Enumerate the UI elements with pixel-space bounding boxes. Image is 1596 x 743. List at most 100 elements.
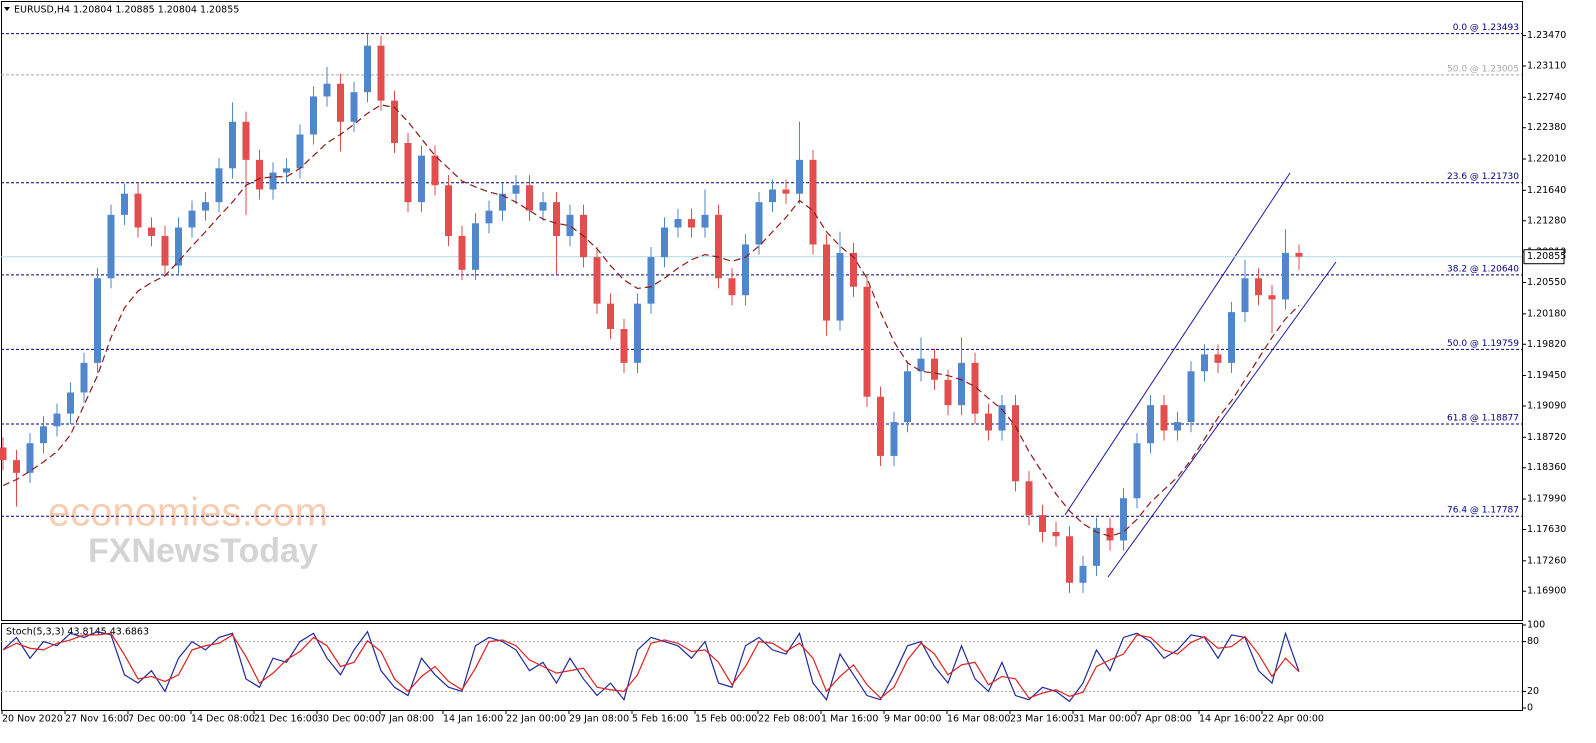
candle-body bbox=[1025, 481, 1033, 516]
candle-body bbox=[553, 202, 560, 236]
candle-body bbox=[1120, 498, 1127, 541]
y-tick-label: 1.23470 bbox=[1527, 30, 1566, 41]
candle-body bbox=[1039, 515, 1046, 533]
menu-arrow[interactable] bbox=[4, 7, 10, 11]
candle-body bbox=[877, 396, 884, 456]
y-tick-label: 1.16900 bbox=[1527, 586, 1566, 597]
candle-body bbox=[40, 426, 47, 444]
candle-body bbox=[337, 83, 344, 122]
candle-body bbox=[1174, 422, 1181, 431]
candle-body bbox=[715, 214, 722, 279]
candle-body bbox=[917, 358, 925, 372]
candle-body bbox=[229, 121, 236, 169]
y-tick-label: 1.18720 bbox=[1527, 432, 1566, 443]
candle-body bbox=[836, 252, 844, 321]
x-tick-label: 16 Mar 08:00 bbox=[947, 714, 1010, 725]
candle-body bbox=[742, 244, 749, 296]
main-frame bbox=[1, 1, 1523, 621]
candle-body bbox=[242, 121, 250, 160]
candle-body bbox=[364, 45, 371, 93]
fib-label: 38.2 @ 1.20640 bbox=[1447, 264, 1519, 274]
candle-body bbox=[674, 219, 682, 228]
y-tick-label: 0 bbox=[1527, 703, 1533, 714]
candle-body bbox=[1228, 312, 1235, 363]
stoch-frame bbox=[1, 623, 1523, 711]
candle-body bbox=[26, 443, 34, 473]
candle-body bbox=[1187, 371, 1195, 423]
candle-body bbox=[782, 189, 790, 194]
candle-body bbox=[593, 257, 601, 304]
candle-body bbox=[647, 257, 655, 304]
y-tick-label: 1.22380 bbox=[1527, 122, 1566, 133]
x-tick-label: 27 Nov 16:00 bbox=[65, 714, 129, 725]
candle-body bbox=[566, 214, 574, 236]
candle-body bbox=[607, 303, 614, 330]
x-tick-label: 14 Dec 08:00 bbox=[191, 714, 255, 725]
candle-body bbox=[1214, 354, 1222, 363]
candle-body bbox=[161, 235, 169, 266]
price-label: 1.20855 bbox=[1527, 251, 1566, 262]
candle-body bbox=[701, 214, 709, 228]
y-tick-label: 1.19820 bbox=[1527, 339, 1566, 350]
candle-body bbox=[202, 202, 209, 211]
candle-body bbox=[688, 219, 695, 228]
candle-body bbox=[1160, 405, 1168, 431]
candle-body bbox=[350, 92, 358, 122]
y-tick-label: 1.20180 bbox=[1527, 308, 1566, 319]
candle-body bbox=[458, 235, 466, 270]
candle-body bbox=[931, 358, 938, 380]
x-tick-label: 15 Feb 00:00 bbox=[695, 714, 757, 725]
x-tick-label: 7 Apr 08:00 bbox=[1136, 714, 1192, 725]
x-tick-label: 22 Feb 08:00 bbox=[758, 714, 820, 725]
candle-body bbox=[850, 252, 857, 287]
stoch-line bbox=[2, 630, 1300, 703]
candle-body bbox=[661, 227, 668, 258]
y-tick-label: 1.17260 bbox=[1527, 555, 1566, 566]
candle-body bbox=[1066, 536, 1073, 583]
x-tick-label: 14 Apr 16:00 bbox=[1199, 714, 1261, 725]
y-tick-label: 1.22740 bbox=[1527, 92, 1566, 103]
x-tick-label: 1 Mar 16:00 bbox=[821, 714, 878, 725]
candle-body bbox=[67, 392, 74, 414]
x-tick-label: 31 Mar 00:00 bbox=[1073, 714, 1136, 725]
x-tick-label: 5 Feb 16:00 bbox=[632, 714, 688, 725]
candle-body bbox=[728, 278, 736, 296]
candle-body bbox=[634, 303, 641, 363]
candle-body bbox=[769, 189, 776, 203]
candle-body bbox=[121, 193, 128, 215]
candle-body bbox=[175, 227, 182, 266]
x-tick-label: 30 Dec 00:00 bbox=[317, 714, 381, 725]
candle-body bbox=[809, 159, 817, 245]
candle-body bbox=[526, 185, 533, 211]
candle-body bbox=[404, 142, 412, 203]
y-tick-label: 1.23110 bbox=[1527, 60, 1566, 71]
candle-body bbox=[445, 185, 452, 236]
candle-body bbox=[188, 210, 196, 228]
candle-body bbox=[1079, 565, 1087, 583]
candle-body bbox=[539, 202, 547, 211]
watermark: economies.com bbox=[48, 491, 328, 535]
candle-body bbox=[944, 379, 952, 406]
candle-body bbox=[1147, 405, 1154, 444]
y-tick-label: 1.22010 bbox=[1527, 154, 1566, 165]
y-tick-label: 1.18360 bbox=[1527, 462, 1566, 473]
y-tick-label: 1.20550 bbox=[1527, 277, 1566, 288]
candle-body bbox=[863, 286, 871, 397]
x-tick-label: 29 Jan 08:00 bbox=[569, 714, 629, 725]
candle-body bbox=[391, 100, 398, 143]
y-tick-label: 1.21640 bbox=[1527, 185, 1566, 196]
candle-body bbox=[512, 185, 520, 194]
candle-body bbox=[1093, 527, 1100, 566]
candle-body bbox=[755, 202, 763, 245]
candle-body bbox=[1282, 252, 1289, 300]
candle-body bbox=[958, 362, 965, 406]
candle-body bbox=[971, 362, 979, 414]
x-tick-label: 21 Dec 16:00 bbox=[254, 714, 318, 725]
symbol-header: EURUSD,H4 1.20804 1.20885 1.20804 1.2085… bbox=[14, 5, 239, 16]
candle-body bbox=[269, 172, 277, 190]
candle-body bbox=[1052, 532, 1060, 537]
fib-label: 0.0 @ 1.23493 bbox=[1453, 23, 1519, 33]
x-tick-label: 22 Apr 00:00 bbox=[1262, 714, 1324, 725]
